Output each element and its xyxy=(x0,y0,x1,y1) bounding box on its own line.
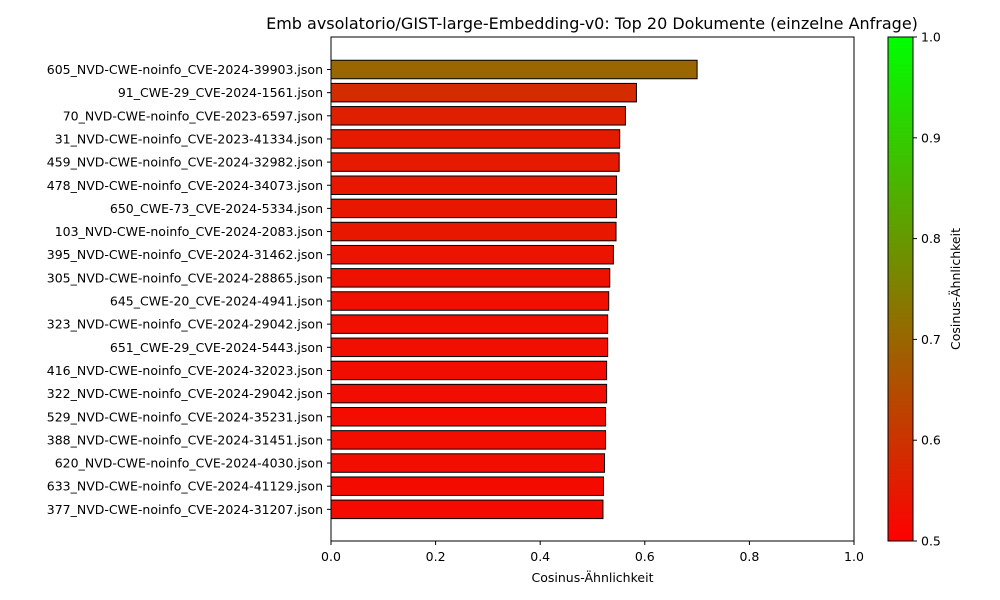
y-tick-label: 322_NVD-CWE-noinfo_CVE-2024-29042.json xyxy=(47,386,323,401)
bar xyxy=(330,314,609,334)
y-tick-label: 323_NVD-CWE-noinfo_CVE-2024-29042.json xyxy=(47,317,323,332)
y-tick-labels: 605_NVD-CWE-noinfo_CVE-2024-39903.json 91… xyxy=(47,62,331,517)
colorbar-label: Cosinus-Ähnlichkeit xyxy=(948,228,963,350)
colorbar-tick-label: 0.6 xyxy=(921,433,941,448)
bar xyxy=(330,221,617,242)
bar xyxy=(330,198,618,219)
y-tick-label: 31_NVD-CWE-noinfo_CVE-2023-41334.json xyxy=(55,131,323,146)
bar xyxy=(330,82,637,103)
y-tick-label: 70_NVD-CWE-noinfo_CVE-2023-6597.json xyxy=(63,108,323,123)
x-axis: 0.0 0.2 0.4 0.6 0.8 1.0 xyxy=(321,541,864,564)
colorbar-tick-label: 0.9 xyxy=(921,130,941,145)
y-tick-label: 645_CWE-20_CVE-2024-4941.json xyxy=(110,294,323,309)
y-tick-label: 416_NVD-CWE-noinfo_CVE-2024-32023.json xyxy=(47,363,323,378)
chart-title: Emb avsolatorio/GIST-large-Embedding-v0:… xyxy=(266,14,918,33)
colorbar-tick-label: 0.8 xyxy=(921,231,941,246)
y-tick-label: 650_CWE-73_CVE-2024-5334.json xyxy=(110,201,323,216)
bar xyxy=(330,476,604,496)
x-axis-label: Cosinus-Ähnlichkeit xyxy=(532,570,654,585)
x-tick-label: 0.6 xyxy=(635,549,655,564)
bar xyxy=(330,360,608,381)
x-tick-label: 0.0 xyxy=(321,549,341,564)
bar xyxy=(330,430,607,450)
bar xyxy=(330,106,626,126)
colorbar-tick-label: 1.0 xyxy=(921,30,941,45)
y-tick-label: 459_NVD-CWE-noinfo_CVE-2024-32982.json xyxy=(47,155,323,170)
x-tick-label: 0.4 xyxy=(530,549,550,564)
colorbar: 0.5 0.6 0.7 0.8 0.9 1.0 xyxy=(887,30,941,549)
y-tick-label: 305_NVD-CWE-noinfo_CVE-2024-28865.json xyxy=(47,270,323,285)
bar xyxy=(330,175,618,195)
y-tick-label: 529_NVD-CWE-noinfo_CVE-2024-35231.json xyxy=(47,409,323,424)
x-tick-label: 0.8 xyxy=(739,549,759,564)
bar xyxy=(330,383,608,404)
y-tick-label: 388_NVD-CWE-noinfo_CVE-2024-31451.json xyxy=(47,432,323,447)
y-tick-label: 478_NVD-CWE-noinfo_CVE-2024-34073.json xyxy=(47,178,323,193)
bar xyxy=(330,337,609,358)
x-tick-label: 1.0 xyxy=(844,549,864,564)
colorbar-tick-label: 0.7 xyxy=(921,332,941,347)
bar xyxy=(330,59,698,80)
bar xyxy=(330,152,620,172)
colorbar-gradient xyxy=(887,36,914,542)
y-tick-label: 605_NVD-CWE-noinfo_CVE-2024-39903.json xyxy=(47,62,323,77)
y-tick-label: 91_CWE-29_CVE-2024-1561.json xyxy=(118,85,323,100)
x-tick-label: 0.2 xyxy=(426,549,446,564)
bar-group xyxy=(330,59,698,520)
y-tick-label: 633_NVD-CWE-noinfo_CVE-2024-41129.json xyxy=(47,479,323,494)
bar xyxy=(330,291,610,311)
y-tick-label: 377_NVD-CWE-noinfo_CVE-2024-31207.json xyxy=(47,502,323,517)
bar xyxy=(330,453,606,473)
y-tick-label: 620_NVD-CWE-noinfo_CVE-2024-4030.json xyxy=(55,456,323,471)
y-tick-label: 651_CWE-29_CVE-2024-5443.json xyxy=(110,340,323,355)
y-tick-label: 395_NVD-CWE-noinfo_CVE-2024-31462.json xyxy=(47,247,323,262)
bar xyxy=(330,407,607,427)
bar xyxy=(330,268,611,288)
plot-frame xyxy=(330,36,855,542)
y-tick-label: 103_NVD-CWE-noinfo_CVE-2024-2083.json xyxy=(55,224,323,239)
bar xyxy=(330,129,621,149)
colorbar-tick-label: 0.5 xyxy=(921,534,941,549)
bar xyxy=(330,244,614,265)
bar xyxy=(330,499,604,520)
